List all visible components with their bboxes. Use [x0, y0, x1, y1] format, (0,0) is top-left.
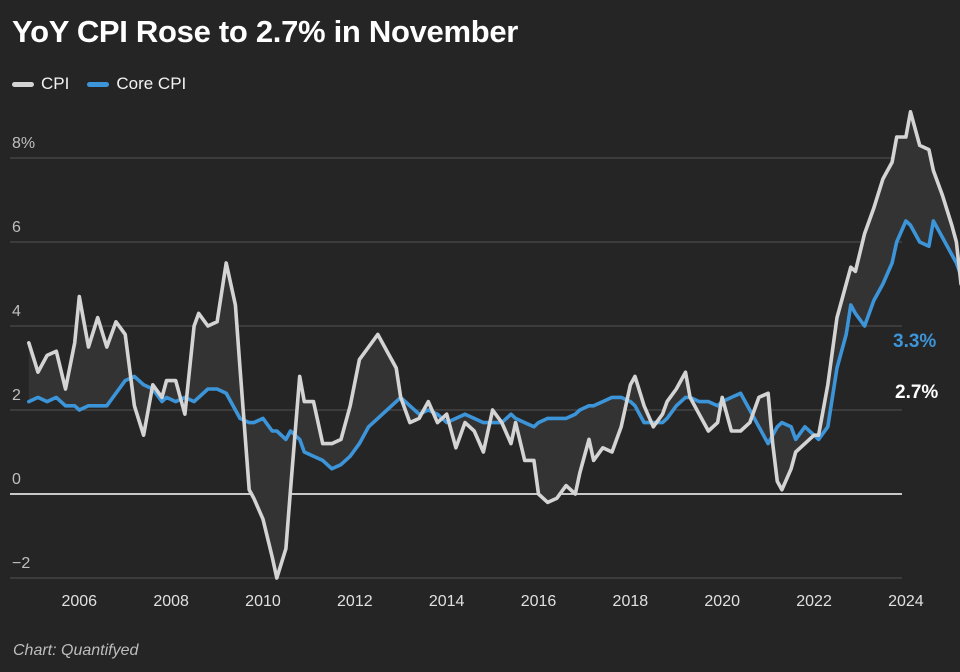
x-tick-label: 2014: [429, 593, 465, 610]
y-tick-label: 2: [12, 387, 21, 404]
legend-item-core-cpi: Core CPI: [87, 74, 186, 94]
x-tick-label: 2008: [153, 593, 189, 610]
end-label-core-cpi: 3.3%: [893, 331, 936, 352]
legend-label-core-cpi: Core CPI: [116, 74, 187, 93]
legend-label-cpi: CPI: [41, 74, 70, 93]
y-tick-label: 8%: [12, 135, 35, 152]
end-label-cpi: 2.7%: [895, 382, 938, 403]
end-labels: 2.7% 3.3%: [893, 331, 938, 403]
y-tick-label: 0: [12, 471, 21, 488]
y-tick-label: 4: [12, 303, 21, 320]
series-line-core-cpi: [27, 219, 960, 471]
legend-swatch-core-cpi: [87, 81, 110, 87]
y-tick-label: −2: [12, 555, 30, 572]
legend-swatch-cpi: [12, 81, 34, 87]
legend: CPI Core CPI: [12, 74, 186, 94]
chart-title: YoY CPI Rose to 2.7% in November: [12, 14, 519, 49]
fill-between-area: [28, 111, 960, 578]
y-tick-label: 6: [12, 219, 21, 236]
x-tick-label: 2016: [521, 593, 557, 610]
series-line-cpi: [27, 110, 960, 580]
x-tick-label: 2006: [61, 593, 97, 610]
x-tick-label: 2010: [245, 593, 281, 610]
gridlines: [10, 157, 902, 579]
series-lines: [27, 110, 960, 580]
x-tick-label: 2018: [613, 593, 649, 610]
legend-item-cpi: CPI: [12, 74, 69, 94]
x-tick-label: 2020: [704, 593, 740, 610]
chart-caption: Chart: Quantifyed: [13, 642, 139, 659]
fill-between: [28, 111, 960, 578]
x-tick-label: 2024: [888, 593, 924, 610]
axes: −2 0 2 4 6 8% 2006 2008 2010 2012 2014 2016 2018 2020…: [12, 135, 924, 610]
x-tick-label: 2022: [796, 593, 832, 610]
x-tick-label: 2012: [337, 593, 373, 610]
